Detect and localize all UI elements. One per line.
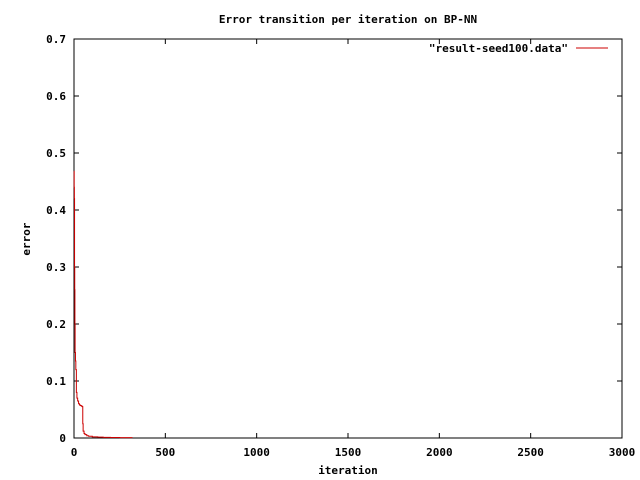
legend-label: "result-seed100.data" xyxy=(429,42,568,55)
x-axis-label: iteration xyxy=(318,464,378,477)
axes-group xyxy=(73,38,623,439)
y-tick-label: 0.2 xyxy=(46,318,66,331)
series-group xyxy=(73,170,133,439)
y-tick-label: 0.1 xyxy=(46,375,66,388)
ticks-group: 0 500 1000 1500 2000 2500 3000 0 0.1 0.2 0.3 0.4 0.5… xyxy=(46,33,635,459)
y-tick-label: 0.6 xyxy=(46,90,66,103)
x-tick-label: 2500 xyxy=(517,446,544,459)
x-tick-label: 500 xyxy=(155,446,175,459)
legend: "result-seed100.data" xyxy=(429,42,608,55)
x-tick-label: 3000 xyxy=(609,446,636,459)
x-tick-label: 0 xyxy=(71,446,78,459)
y-tick-label: 0.5 xyxy=(46,147,66,160)
y-axis-label: error xyxy=(20,222,33,255)
y-tick-label: 0.4 xyxy=(46,204,66,217)
x-tick-label: 1500 xyxy=(335,446,362,459)
x-tick-label: 1000 xyxy=(243,446,270,459)
y-tick-label: 0.3 xyxy=(46,261,66,274)
chart-title: Error transition per iteration on BP-NN xyxy=(219,13,477,26)
x-tick-label: 2000 xyxy=(426,446,453,459)
y-tick-label: 0.7 xyxy=(46,33,66,46)
y-tick-label: 0 xyxy=(59,432,66,445)
plot-frame xyxy=(73,38,623,439)
series-line xyxy=(73,170,133,439)
